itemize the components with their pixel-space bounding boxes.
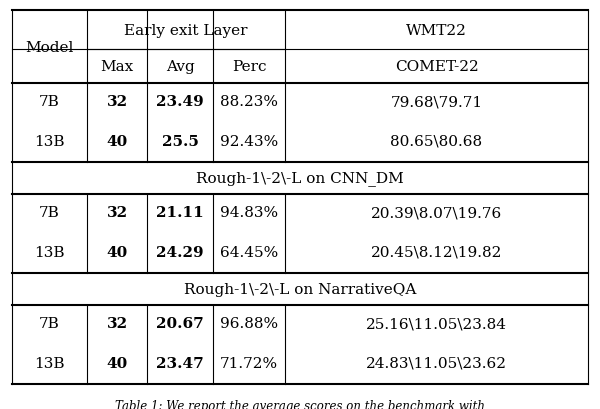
Text: 32: 32: [106, 206, 128, 220]
Text: 79.68\79.71: 79.68\79.71: [391, 95, 482, 109]
Text: Max: Max: [100, 60, 134, 74]
Text: Table 1: We report the average scores on the benchmark with: Table 1: We report the average scores on…: [115, 399, 485, 409]
Text: 94.83%: 94.83%: [220, 206, 278, 220]
Text: 92.43%: 92.43%: [220, 134, 278, 148]
Text: 20.39\8.07\19.76: 20.39\8.07\19.76: [371, 206, 502, 220]
Text: 40: 40: [106, 356, 128, 370]
Text: 13B: 13B: [34, 134, 65, 148]
Text: Rough-1\-2\-L on NarrativeQA: Rough-1\-2\-L on NarrativeQA: [184, 282, 416, 296]
Text: Avg: Avg: [166, 60, 194, 74]
Text: 71.72%: 71.72%: [220, 356, 278, 370]
Text: 96.88%: 96.88%: [220, 317, 278, 330]
Text: 20.67: 20.67: [156, 317, 204, 330]
Text: 32: 32: [106, 95, 128, 109]
Text: 20.45\8.12\19.82: 20.45\8.12\19.82: [371, 245, 502, 259]
Text: 32: 32: [106, 317, 128, 330]
Text: Perc: Perc: [232, 60, 266, 74]
Text: 40: 40: [106, 134, 128, 148]
Text: 40: 40: [106, 245, 128, 259]
Text: 23.49: 23.49: [156, 95, 204, 109]
Text: 25.5: 25.5: [161, 134, 199, 148]
Text: 21.11: 21.11: [156, 206, 204, 220]
Text: 7B: 7B: [39, 95, 60, 109]
Text: 80.65\80.68: 80.65\80.68: [391, 134, 482, 148]
Text: 7B: 7B: [39, 317, 60, 330]
Text: 25.16\11.05\23.84: 25.16\11.05\23.84: [366, 317, 507, 330]
Text: 7B: 7B: [39, 206, 60, 220]
Text: WMT22: WMT22: [406, 24, 467, 38]
Text: 64.45%: 64.45%: [220, 245, 278, 259]
Text: Rough-1\-2\-L on CNN_DM: Rough-1\-2\-L on CNN_DM: [196, 171, 404, 186]
Text: 13B: 13B: [34, 245, 65, 259]
Text: Early exit Layer: Early exit Layer: [124, 24, 248, 38]
Text: COMET-22: COMET-22: [395, 60, 478, 74]
Text: 88.23%: 88.23%: [220, 95, 278, 109]
Text: 13B: 13B: [34, 356, 65, 370]
Text: 24.83\11.05\23.62: 24.83\11.05\23.62: [366, 356, 507, 370]
Text: Model: Model: [25, 41, 74, 55]
Text: 23.47: 23.47: [156, 356, 204, 370]
Text: 24.29: 24.29: [156, 245, 204, 259]
